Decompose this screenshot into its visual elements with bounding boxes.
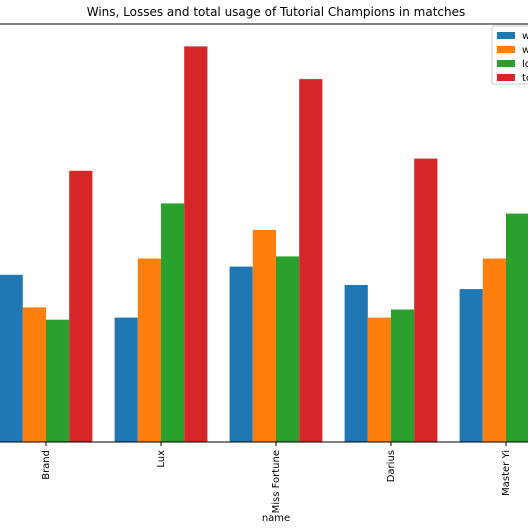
legend-label: lo [522, 59, 528, 70]
legend: ww lo to [491, 25, 528, 85]
bar-brand-series-0 [0, 274, 23, 442]
legend-swatch [497, 46, 515, 53]
x-axis-label: name [262, 513, 290, 524]
axes-layer: Brand Lux Miss Fortune Darius Master Yi [0, 23, 528, 513]
bar-miss-fortune-series-3 [299, 79, 323, 442]
bar-darius-series-2 [391, 309, 415, 442]
x-tick-label: Lux [156, 450, 167, 468]
bar-miss-fortune-series-2 [276, 256, 300, 442]
x-tick-label: Darius [386, 450, 397, 482]
bar-brand-series-1 [22, 307, 46, 442]
legend-label: w [522, 31, 528, 42]
bar-master-yi-series-1 [482, 258, 506, 442]
legend-box [491, 25, 528, 85]
bar-brand-series-3 [69, 170, 93, 443]
legend-swatch [497, 32, 515, 39]
legend-swatch [497, 74, 515, 81]
x-tick-label: Miss Fortune [271, 450, 282, 513]
bar-darius-series-1 [367, 317, 391, 442]
x-tick-label: Master Yi [501, 450, 512, 496]
bar-lux-series-0 [114, 317, 138, 442]
bar-lux-series-1 [137, 258, 161, 442]
bar-lux-series-3 [184, 46, 208, 443]
legend-label: w [522, 45, 528, 56]
bar-darius-series-3 [414, 158, 438, 442]
bar-master-yi-series-2 [506, 213, 528, 442]
x-tick-label: Brand [41, 450, 52, 480]
bar-master-yi-series-0 [459, 289, 483, 442]
chart-title: Wins, Losses and total usage of Tutorial… [87, 5, 466, 19]
bar-miss-fortune-series-0 [229, 266, 253, 442]
legend-label: to [522, 73, 528, 84]
bar-brand-series-2 [46, 319, 70, 442]
bars-layer [0, 46, 528, 443]
bar-miss-fortune-series-1 [252, 229, 276, 442]
bar-darius-series-0 [344, 285, 368, 442]
bar-lux-series-2 [161, 203, 185, 442]
legend-swatch [497, 60, 515, 67]
